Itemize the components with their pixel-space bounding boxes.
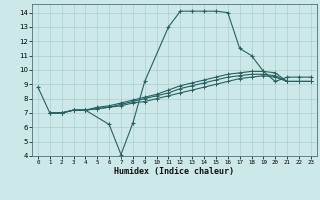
X-axis label: Humidex (Indice chaleur): Humidex (Indice chaleur) xyxy=(115,167,234,176)
